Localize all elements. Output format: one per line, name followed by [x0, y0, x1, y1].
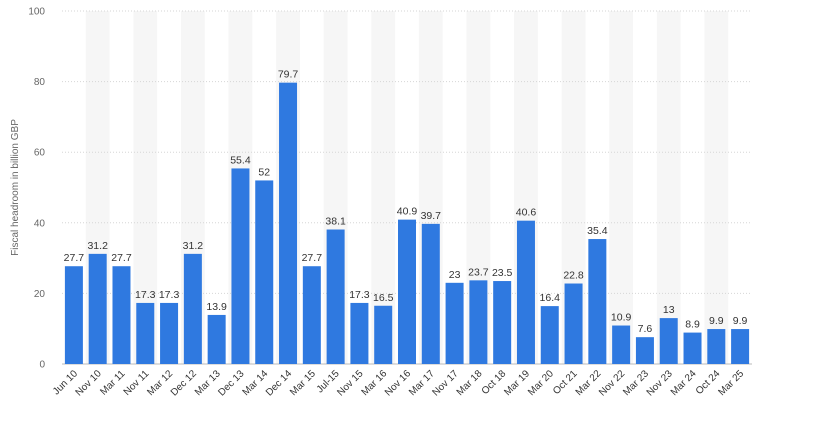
- bar[interactable]: [183, 253, 202, 364]
- y-tick-label: 0: [39, 360, 45, 371]
- data-label: 17.3: [349, 289, 370, 301]
- bar[interactable]: [493, 281, 512, 364]
- data-label: 27.7: [64, 252, 85, 264]
- data-label: 79.7: [278, 69, 299, 81]
- bar[interactable]: [516, 220, 535, 364]
- y-axis-ticks: 0 20 40 60 80 100: [28, 7, 45, 371]
- y-tick-label: 40: [34, 218, 46, 229]
- bar[interactable]: [279, 82, 298, 364]
- data-label: 22.8: [563, 270, 584, 282]
- data-label: 40.6: [516, 207, 537, 219]
- column-band: [561, 11, 586, 364]
- data-label: 7.6: [638, 323, 653, 335]
- bar[interactable]: [588, 239, 607, 364]
- data-label: 9.9: [733, 315, 748, 327]
- bar[interactable]: [112, 266, 131, 364]
- bar[interactable]: [731, 329, 750, 364]
- bar[interactable]: [398, 219, 416, 364]
- x-tick-label: Nov 10: [74, 368, 104, 398]
- bar[interactable]: [160, 302, 179, 364]
- y-tick-label: 80: [34, 77, 46, 88]
- data-label: 10.9: [611, 312, 632, 324]
- data-label: 40.9: [397, 206, 418, 218]
- bar[interactable]: [683, 332, 702, 364]
- data-label: 31.2: [87, 240, 108, 252]
- data-label: 17.3: [135, 289, 156, 301]
- data-label: 27.7: [302, 252, 323, 264]
- bar[interactable]: [136, 302, 155, 364]
- x-tick-label: Mar 19: [502, 368, 532, 398]
- data-label: 17.3: [159, 289, 180, 301]
- x-tick-label: Mar 24: [669, 368, 699, 398]
- bar[interactable]: [707, 329, 726, 364]
- bar[interactable]: [326, 229, 345, 364]
- bar[interactable]: [612, 325, 631, 364]
- column-band: [133, 11, 158, 364]
- bar[interactable]: [64, 266, 83, 364]
- x-tick-label: Mar 18: [455, 368, 485, 398]
- data-label: 38.1: [325, 216, 346, 228]
- bar[interactable]: [231, 168, 250, 364]
- x-tick-label: Nov 23: [645, 368, 675, 398]
- data-labels: 27.731.227.717.3 17.331.213.955.45279.727…: [64, 69, 748, 336]
- column-band: [466, 11, 491, 364]
- data-label: 31.2: [183, 240, 204, 252]
- bar[interactable]: [374, 305, 393, 364]
- column-band: [656, 11, 681, 364]
- y-axis-title: Fiscal headroom in billion GBP: [10, 119, 21, 256]
- x-tick-label: Nov 15: [335, 368, 365, 398]
- data-label: 55.4: [230, 154, 251, 166]
- data-label: 52: [258, 166, 270, 178]
- data-label: 13.9: [206, 301, 227, 313]
- data-label: 27.7: [111, 252, 132, 264]
- bar[interactable]: [445, 282, 464, 364]
- data-label: 16.4: [540, 292, 561, 304]
- bar[interactable]: [540, 306, 559, 364]
- bars: [64, 82, 750, 364]
- data-label: 23.7: [468, 266, 489, 278]
- column-band: [609, 11, 634, 364]
- x-tick-label: Dec 14: [264, 368, 294, 398]
- data-label: 16.5: [373, 292, 394, 304]
- x-tick-label: Mar 15: [288, 368, 318, 398]
- bar[interactable]: [659, 318, 678, 364]
- data-label: 8.9: [685, 319, 700, 331]
- x-tick-label: Nov 22: [597, 368, 627, 398]
- bar[interactable]: [421, 223, 440, 364]
- data-label: 39.7: [421, 210, 442, 222]
- y-tick-label: 20: [34, 289, 46, 300]
- bar[interactable]: [207, 314, 226, 364]
- data-label: 23: [449, 269, 461, 281]
- bar[interactable]: [88, 253, 107, 364]
- y-tick-label: 60: [34, 148, 46, 159]
- x-tick-label: Dec 13: [216, 368, 246, 398]
- column-band: [371, 11, 396, 364]
- y-tick-label: 100: [28, 7, 45, 18]
- data-label: 13: [663, 304, 675, 316]
- bar[interactable]: [564, 283, 583, 364]
- data-label: 23.5: [492, 267, 513, 279]
- x-tick-label: Nov 16: [383, 368, 413, 398]
- column-band: [704, 11, 729, 364]
- x-tick-label: Dec 12: [169, 368, 199, 398]
- bar[interactable]: [302, 266, 321, 364]
- bar[interactable]: [635, 337, 654, 364]
- data-label: 9.9: [709, 315, 724, 327]
- data-label: 35.4: [587, 225, 608, 237]
- bar[interactable]: [255, 180, 274, 364]
- bar[interactable]: [469, 280, 488, 364]
- bar[interactable]: [350, 302, 369, 364]
- x-tick-label: Mar 25: [716, 368, 746, 398]
- x-tick-label: Nov 17: [431, 368, 461, 398]
- x-tick-label: Mar 20: [526, 368, 556, 398]
